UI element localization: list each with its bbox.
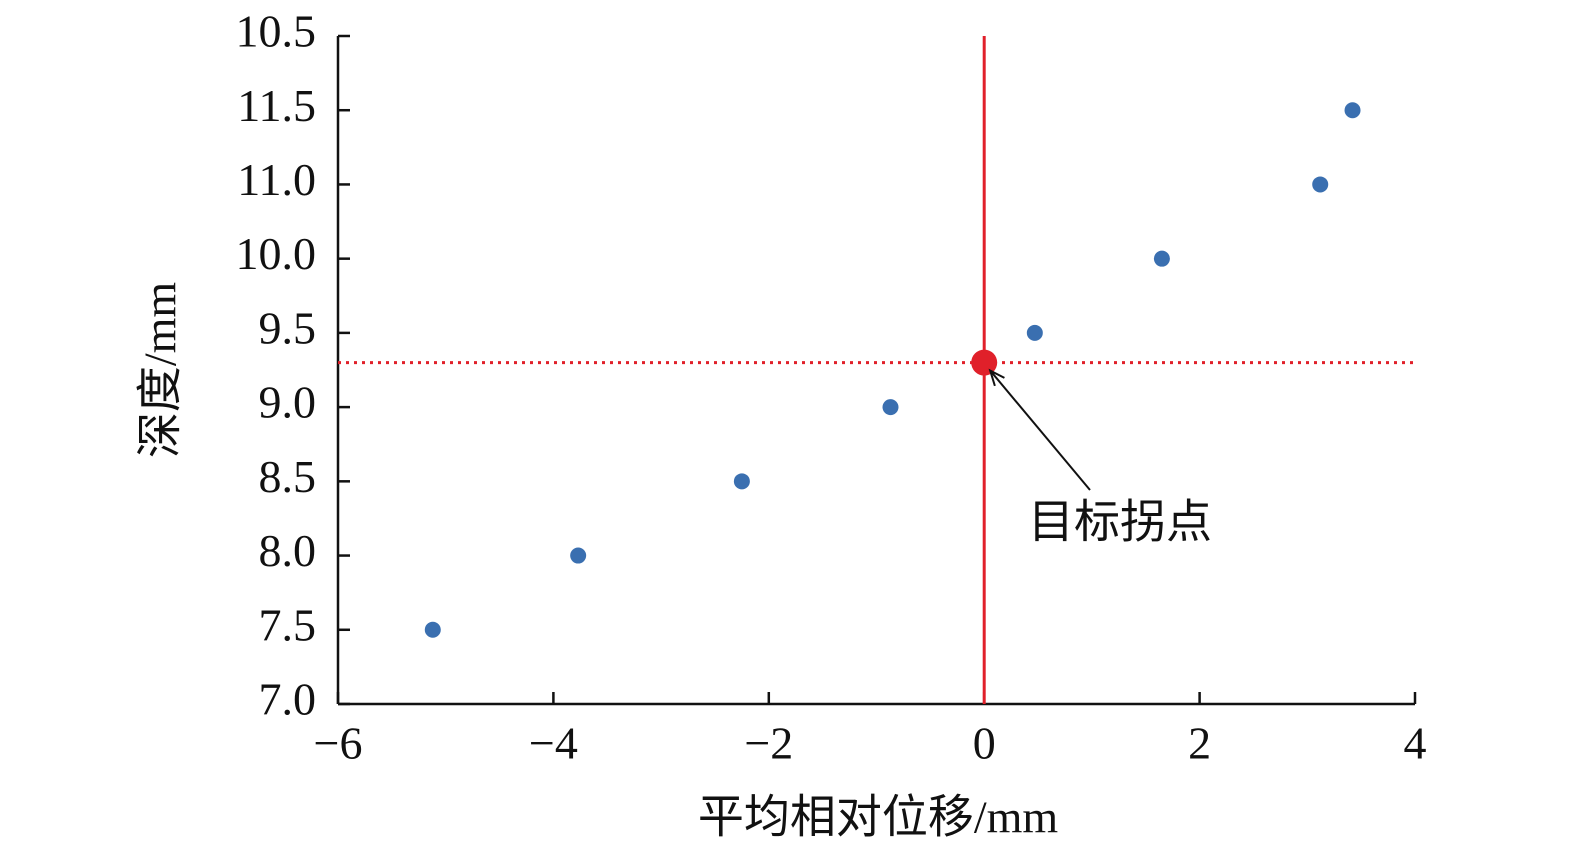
y-tick-label: 8.0 — [259, 525, 317, 576]
point — [424, 621, 441, 638]
x-tick-label: −4 — [529, 718, 578, 769]
y-axis-label: 深度/mm — [135, 282, 186, 459]
y-tick-label: 9.0 — [259, 377, 317, 428]
point — [882, 399, 899, 416]
x-tick-label: 4 — [1404, 718, 1427, 769]
x-tick-label: 2 — [1188, 718, 1211, 769]
annotation: 目标拐点 — [1028, 497, 1212, 548]
y-tick-label: 11.0 — [237, 154, 316, 205]
x-tick-label: 0 — [973, 718, 996, 769]
annotation-arrow — [989, 369, 1091, 491]
point — [1312, 176, 1329, 193]
y-tick-label: 7.0 — [259, 674, 317, 725]
y-tick-label: 10.5 — [236, 6, 317, 57]
x-tick-label: −6 — [314, 718, 363, 769]
point — [1153, 250, 1170, 267]
point — [1344, 102, 1361, 119]
y-tick-label: 8.5 — [259, 451, 317, 502]
y-tick-label: 9.5 — [259, 302, 317, 353]
point — [733, 473, 750, 490]
x-tick-label: −2 — [744, 718, 793, 769]
y-tick-label: 10.0 — [236, 228, 317, 279]
y-tick-label: 7.5 — [259, 599, 317, 650]
point — [1026, 324, 1043, 341]
y-tick-label: 11.5 — [237, 80, 316, 131]
highlight-point — [971, 349, 998, 376]
point — [570, 547, 587, 564]
annotation-arrowhead — [988, 368, 1005, 387]
x-axis-label: 平均相对位移/mm — [698, 792, 1059, 843]
